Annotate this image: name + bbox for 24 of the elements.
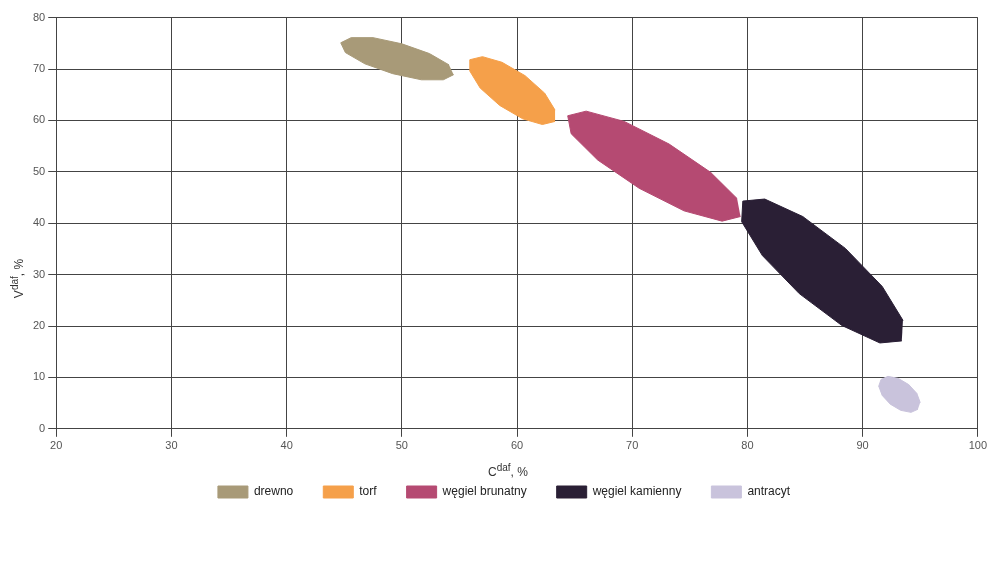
x-tick-label: 100 bbox=[968, 439, 987, 452]
x-tick-label: 40 bbox=[280, 439, 293, 452]
legend-label: antracyt bbox=[747, 484, 791, 499]
x-tick-label: 90 bbox=[856, 439, 869, 452]
legend-label: torf bbox=[359, 484, 378, 499]
y-tick-label: 30 bbox=[32, 267, 46, 280]
y-tick-label: 50 bbox=[32, 164, 46, 177]
x-tick-label: 60 bbox=[510, 439, 524, 452]
x-tick-label: 80 bbox=[741, 439, 754, 452]
x-tick-label: 70 bbox=[626, 439, 639, 452]
y-tick-label: 80 bbox=[32, 10, 46, 23]
y-tick-label: 0 bbox=[39, 421, 46, 434]
legend-label: węgiel brunatny bbox=[441, 484, 527, 499]
y-tick-label: 20 bbox=[32, 319, 46, 332]
y-tick-label: 10 bbox=[32, 370, 46, 383]
x-tick-label: 50 bbox=[395, 439, 408, 452]
y-tick-label: 60 bbox=[32, 113, 46, 126]
y-tick-label: 70 bbox=[32, 62, 46, 75]
x-axis-title: C$^{daf}$, % bbox=[488, 462, 528, 479]
legend-label: drewno bbox=[253, 484, 294, 499]
y-tick-label: 40 bbox=[32, 216, 46, 229]
x-tick-label: 20 bbox=[50, 439, 63, 452]
legend-label: węgiel kamienny bbox=[591, 484, 682, 499]
x-tick-label: 30 bbox=[165, 439, 178, 452]
